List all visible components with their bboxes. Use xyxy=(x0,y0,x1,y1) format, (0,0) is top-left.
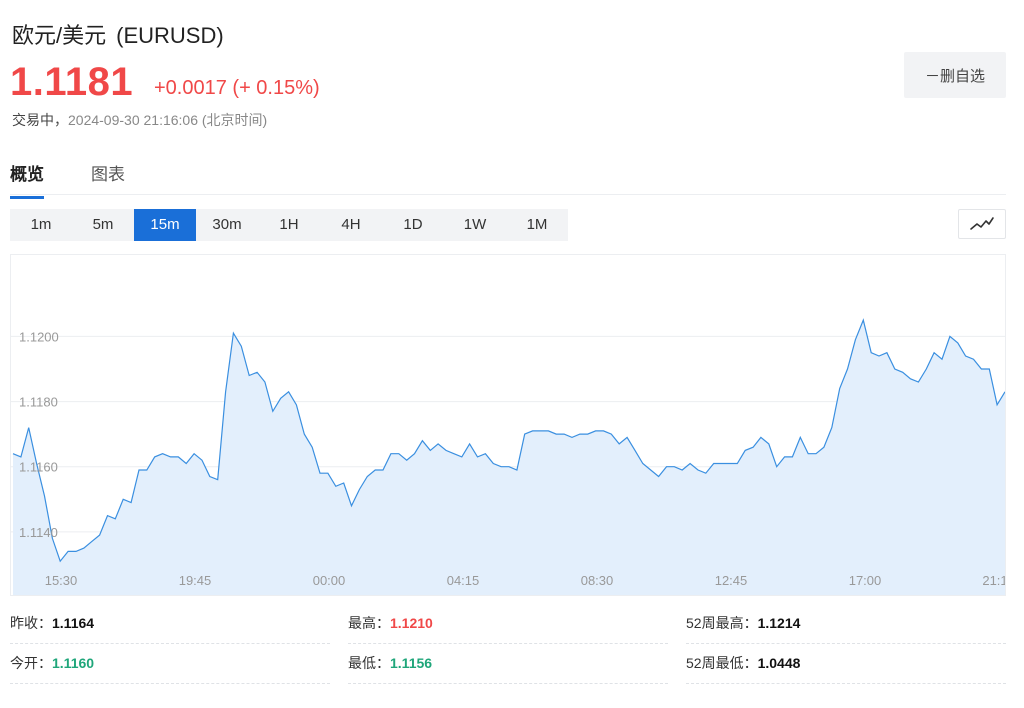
period-1mo[interactable]: 1M xyxy=(526,216,548,233)
stat-value: 1.1210 xyxy=(390,615,433,631)
period-30m[interactable]: 30m xyxy=(212,216,242,233)
period-1h[interactable]: 1H xyxy=(279,216,299,233)
remove-watchlist-button[interactable]: －删自选 xyxy=(904,52,1006,98)
x-tick-label: 15:30 xyxy=(45,573,78,588)
y-tick-label: 1.1180 xyxy=(19,395,58,410)
instrument-title: 欧元/美元 (EURUSD) xyxy=(12,18,224,50)
period-1m[interactable]: 1m xyxy=(30,216,52,233)
status-text: 交易中， xyxy=(12,112,68,128)
tab-overview[interactable]: 概览 xyxy=(10,160,44,199)
stat-value: 1.1160 xyxy=(52,655,95,671)
last-price: 1.1181 xyxy=(10,60,134,104)
y-tick-label: 1.1140 xyxy=(19,525,58,540)
stat-value: 1.0448 xyxy=(757,655,801,671)
stat-high: 最高：1.1210 xyxy=(348,604,668,644)
chart-type-button[interactable] xyxy=(958,209,1006,239)
price-chart[interactable]: 1.1140 1.1160 1.1180 1.1200 15:30 19:45 00:00… xyxy=(10,254,1006,596)
symbol-code: (EURUSD) xyxy=(116,23,224,48)
line-chart-icon xyxy=(970,217,994,230)
stat-open: 今开：1.1160 xyxy=(10,644,330,684)
tab-chart[interactable]: 图表 xyxy=(91,165,125,184)
period-1w[interactable]: 1W xyxy=(463,216,487,233)
x-tick-label: 04:15 xyxy=(447,573,480,588)
stat-value: 1.1156 xyxy=(390,655,433,671)
price-chart-svg: 1.1140 1.1160 1.1180 1.1200 15:30 19:45 00:00… xyxy=(11,318,1006,595)
x-tick-label: 21:1 xyxy=(982,573,1006,588)
x-tick-label: 08:30 xyxy=(581,573,614,588)
trading-status: 交易中，2024-09-30 21:16:06 (北京时间) xyxy=(12,110,267,130)
main-tabs: 概览 图表 xyxy=(10,150,1006,199)
period-15m[interactable]: 15m xyxy=(134,209,196,241)
price-change: +0.0017 (+ 0.15%) xyxy=(154,77,320,99)
y-tick-label: 1.1160 xyxy=(19,460,58,475)
stat-prev-close: 昨收：1.1164 xyxy=(10,604,330,644)
period-1d[interactable]: 1D xyxy=(403,216,423,233)
stat-low: 最低：1.1156 xyxy=(348,644,668,684)
period-5m[interactable]: 5m xyxy=(92,216,114,233)
stat-value: 1.1164 xyxy=(52,615,95,631)
stat-52w-high: 52周最高：1.1214 xyxy=(686,604,1006,644)
stat-52w-low: 52周最低：1.0448 xyxy=(686,644,1006,684)
price-line xyxy=(12,318,1005,563)
y-tick-label: 1.1200 xyxy=(19,329,59,344)
quote-timestamp: 2024-09-30 21:16:06 (北京时间) xyxy=(68,112,268,128)
pair-name: 欧元/美元 xyxy=(12,23,107,48)
period-4h[interactable]: 4H xyxy=(341,216,361,233)
x-tick-label: 12:45 xyxy=(715,573,748,588)
period-selector: 1m 5m 15m 30m 1H 4H 1D 1W 1M xyxy=(10,209,568,241)
x-tick-label: 19:45 xyxy=(179,573,212,588)
x-tick-label: 17:00 xyxy=(849,573,882,588)
stat-value: 1.1214 xyxy=(757,615,801,631)
x-tick-label: 00:00 xyxy=(313,573,346,588)
price-area-fill xyxy=(13,320,1005,595)
